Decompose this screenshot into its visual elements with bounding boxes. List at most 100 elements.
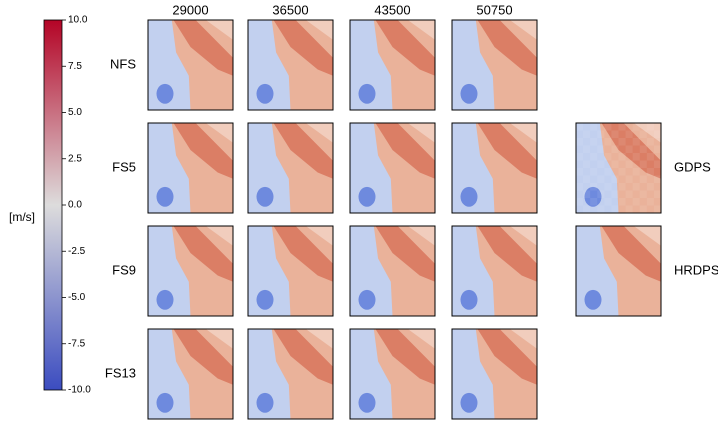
panel-field [452, 226, 537, 316]
coarse-cell [647, 198, 654, 206]
panel-field [576, 226, 661, 316]
coarse-cell [583, 191, 590, 199]
reference-label: GDPS [674, 159, 711, 174]
map-panel [576, 123, 661, 213]
row-label: FS9 [112, 262, 136, 277]
coarse-cell [619, 138, 626, 146]
coarse-cell [597, 161, 604, 169]
map-panel [350, 329, 435, 419]
coarse-cell [654, 146, 661, 154]
coarse-cell [619, 168, 626, 176]
coarse-cell [604, 138, 611, 146]
colorbar [44, 20, 62, 390]
field-blob [257, 187, 274, 207]
map-panel [350, 226, 435, 316]
coarse-cell [626, 176, 633, 184]
field-blob [461, 290, 478, 310]
column-header: 50750 [476, 2, 512, 17]
panel-field [248, 226, 333, 316]
coarse-cell [633, 123, 640, 131]
coarse-cell [597, 146, 604, 154]
coarse-cell [576, 138, 583, 146]
coarse-cell [619, 153, 626, 161]
coarse-cell [611, 191, 618, 199]
coarse-cell [647, 123, 654, 131]
coarse-cell [611, 176, 618, 184]
coarse-cell [633, 138, 640, 146]
coarse-cell [583, 131, 590, 139]
coarse-cell [654, 176, 661, 184]
panel-field [248, 20, 333, 110]
field-blob [157, 84, 174, 104]
map-panel [350, 123, 435, 213]
panel-field [576, 123, 661, 213]
coarse-cell [626, 131, 633, 139]
coarse-cell [647, 153, 654, 161]
page: [m/s] 10.07.55.02.50.0-2.5-5.0-7.5-10.02… [0, 0, 718, 424]
coarse-cell [626, 146, 633, 154]
map-panel [452, 20, 537, 110]
map-panel [148, 123, 233, 213]
coarse-cell [654, 206, 661, 214]
coarse-cell [583, 206, 590, 214]
coarse-cell [619, 198, 626, 206]
coarse-cell [576, 183, 583, 191]
coarse-cell [583, 146, 590, 154]
panel-field [350, 329, 435, 419]
reference-label: HRDPS [674, 262, 718, 277]
map-panel [248, 226, 333, 316]
coarse-cell [611, 146, 618, 154]
coarse-cell [626, 191, 633, 199]
coarse-cell [590, 123, 597, 131]
map-panel [148, 226, 233, 316]
coarse-cell [576, 123, 583, 131]
panel-field [148, 20, 233, 110]
coarse-cell [640, 161, 647, 169]
coarse-cell [640, 206, 647, 214]
coarse-cell [576, 198, 583, 206]
coarse-cell [647, 138, 654, 146]
map-panel [148, 329, 233, 419]
coarse-cell [647, 168, 654, 176]
field-blob [461, 84, 478, 104]
coarse-cell [626, 161, 633, 169]
field-blob [157, 393, 174, 413]
colorbar-tick-label: -10.0 [68, 385, 91, 396]
row-label: FS13 [105, 365, 136, 380]
map-panel [248, 20, 333, 110]
map-panel [452, 123, 537, 213]
field-blob [359, 290, 376, 310]
coarse-cell [640, 191, 647, 199]
colorbar-tick-label: -5.0 [68, 292, 86, 303]
coarse-cell [604, 123, 611, 131]
coarse-cell [611, 161, 618, 169]
column-header: 36500 [272, 2, 308, 17]
coarse-cell [597, 191, 604, 199]
coarse-cell [633, 168, 640, 176]
colorbar-tick-label: 0.0 [68, 200, 82, 211]
map-panel [148, 20, 233, 110]
coarse-cell [583, 161, 590, 169]
coarse-cell [611, 206, 618, 214]
panel-field [148, 123, 233, 213]
panel-field [148, 329, 233, 419]
panel-field [452, 329, 537, 419]
panel-field [350, 123, 435, 213]
coarse-cell [583, 176, 590, 184]
column-header: 29000 [172, 2, 208, 17]
field-blob [257, 393, 274, 413]
map-panel [452, 329, 537, 419]
coarse-cell [654, 131, 661, 139]
colorbar-tick-label: 10.0 [68, 15, 88, 26]
colorbar-tick-label: 2.5 [68, 153, 82, 164]
figure: [m/s] 10.07.55.02.50.0-2.5-5.0-7.5-10.02… [0, 0, 718, 424]
coarse-cell [640, 146, 647, 154]
coarse-cell [619, 123, 626, 131]
panel-field [350, 226, 435, 316]
coarse-cell [590, 183, 597, 191]
coarse-cell [640, 131, 647, 139]
row-label: NFS [110, 56, 136, 71]
field-blob [157, 187, 174, 207]
coarse-cell [654, 191, 661, 199]
colorbar-tick-label: -2.5 [68, 246, 86, 257]
